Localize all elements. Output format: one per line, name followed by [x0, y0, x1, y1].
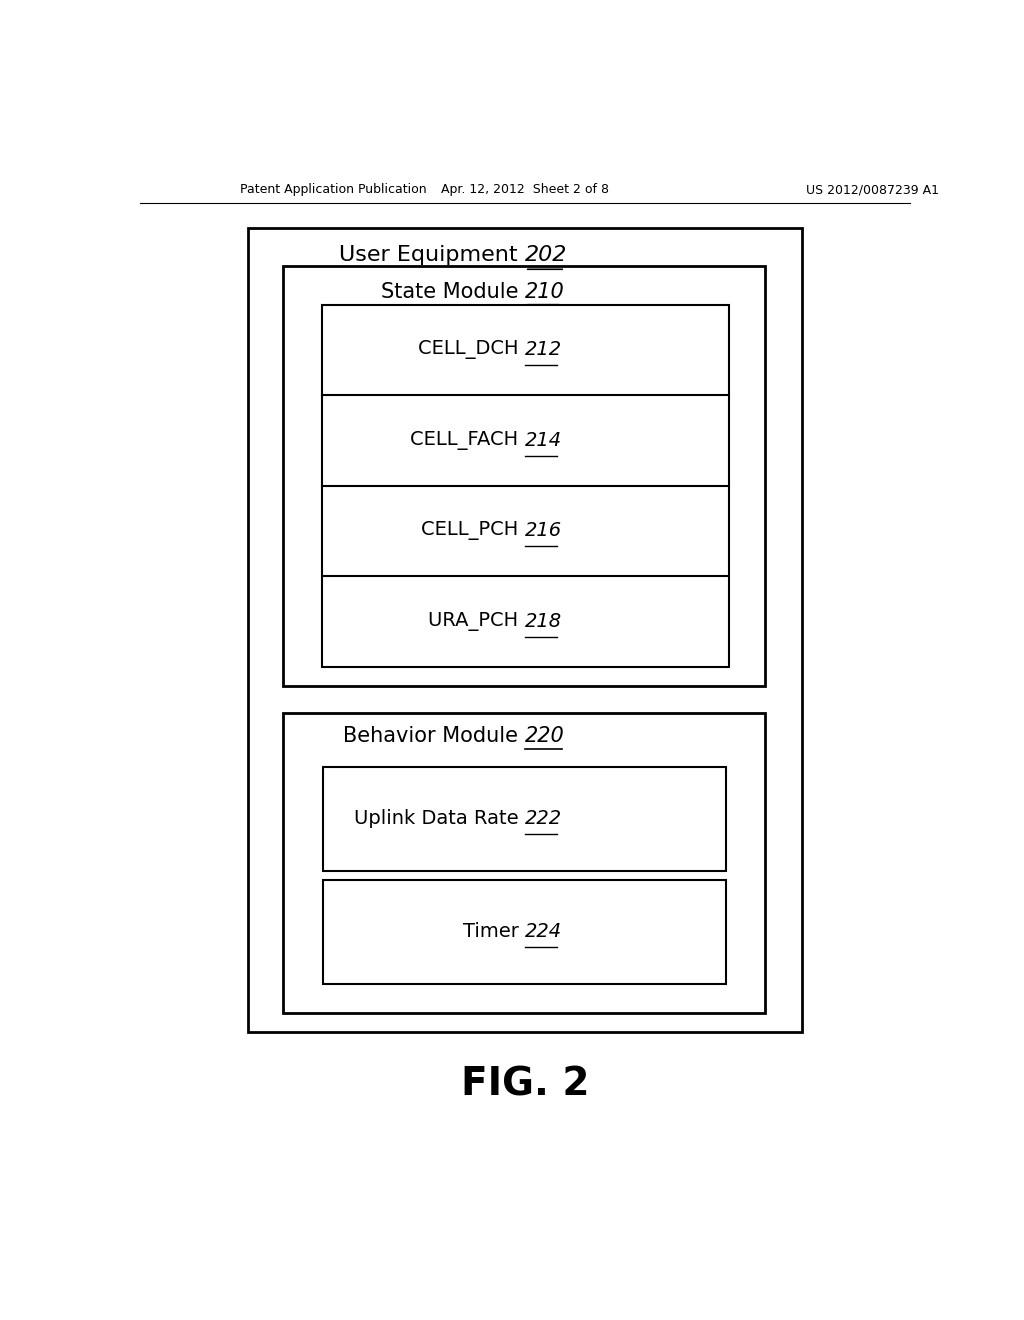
- Text: 214: 214: [524, 430, 562, 450]
- FancyBboxPatch shape: [324, 880, 726, 983]
- Text: Behavior Module: Behavior Module: [343, 726, 524, 746]
- Text: URA_PCH: URA_PCH: [428, 612, 524, 631]
- Text: User Equipment: User Equipment: [339, 244, 524, 264]
- FancyBboxPatch shape: [324, 767, 726, 871]
- Text: Apr. 12, 2012  Sheet 2 of 8: Apr. 12, 2012 Sheet 2 of 8: [440, 183, 609, 197]
- Text: 212: 212: [524, 341, 562, 359]
- Text: 222: 222: [524, 809, 562, 828]
- Text: FIG. 2: FIG. 2: [461, 1065, 589, 1104]
- Text: Timer: Timer: [463, 923, 524, 941]
- FancyBboxPatch shape: [283, 267, 765, 686]
- Text: US 2012/0087239 A1: US 2012/0087239 A1: [806, 183, 939, 197]
- Text: CELL_FACH: CELL_FACH: [411, 430, 524, 450]
- Text: CELL_DCH: CELL_DCH: [418, 341, 524, 359]
- Text: 202: 202: [524, 244, 567, 264]
- Text: CELL_PCH: CELL_PCH: [421, 521, 524, 540]
- Text: Uplink Data Rate: Uplink Data Rate: [354, 809, 524, 828]
- FancyBboxPatch shape: [322, 305, 729, 667]
- Text: 210: 210: [524, 281, 564, 301]
- Text: 218: 218: [524, 612, 562, 631]
- Text: State Module: State Module: [381, 281, 524, 301]
- FancyBboxPatch shape: [248, 228, 802, 1032]
- Text: Patent Application Publication: Patent Application Publication: [241, 183, 427, 197]
- Text: 216: 216: [524, 521, 562, 540]
- FancyBboxPatch shape: [283, 713, 765, 1014]
- Text: 220: 220: [524, 726, 564, 746]
- Text: 224: 224: [524, 923, 562, 941]
